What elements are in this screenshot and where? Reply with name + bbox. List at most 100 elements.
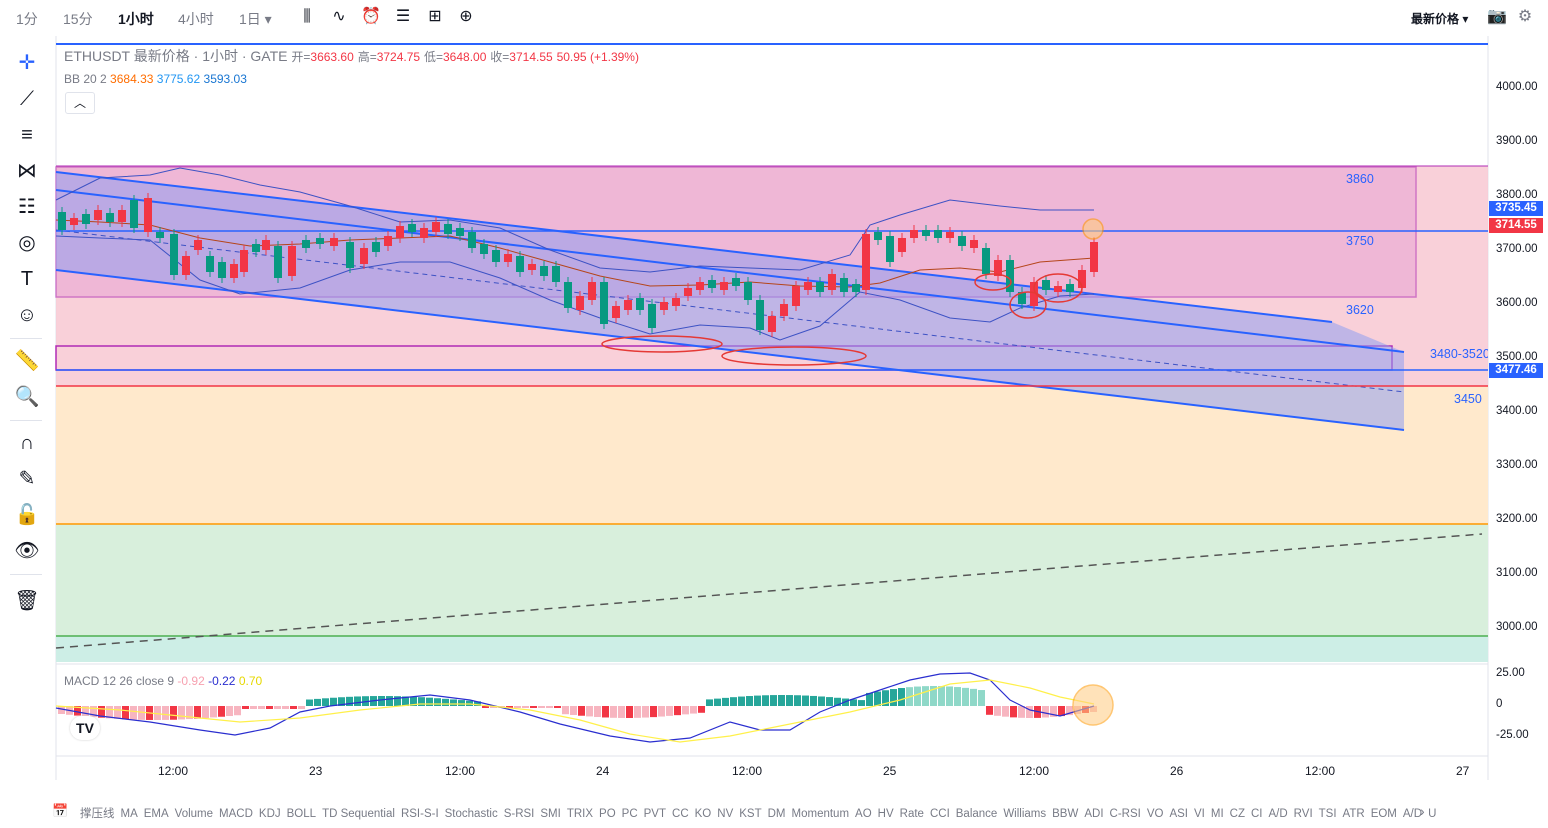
indicator-item[interactable]: MACD	[219, 808, 253, 820]
candle-type-icon[interactable]: ⫼	[303, 8, 311, 25]
annotation-ellipse[interactable]	[974, 273, 1012, 291]
indicator-item[interactable]: TD Sequential	[322, 808, 395, 820]
indicator-item[interactable]: Momentum	[791, 808, 850, 820]
channel-mid-line[interactable]	[55, 189, 1405, 353]
indicator-item[interactable]: RVI	[1293, 808, 1313, 820]
parallel-lines-icon[interactable]: ≡	[21, 124, 33, 146]
macd-highlight-circle[interactable]	[1072, 684, 1114, 726]
indicator-item[interactable]: EMA	[143, 808, 169, 820]
indicator-item[interactable]: DM	[767, 808, 786, 820]
magnet-icon[interactable]: ∩	[19, 432, 35, 454]
timeframe-1h[interactable]: 1小时	[118, 11, 154, 27]
indicator-item[interactable]: BBW	[1052, 808, 1079, 820]
indicator-item[interactable]: ATR	[1342, 808, 1365, 820]
macd-hist-bar	[754, 695, 761, 706]
indicator-item[interactable]: A/D	[1402, 808, 1423, 820]
trendline-icon[interactable]: ⟋	[20, 88, 34, 110]
indicator-item[interactable]: U	[1428, 808, 1437, 820]
candle-body	[922, 230, 930, 236]
tradingview-logo[interactable]: TV	[70, 716, 100, 740]
indicator-item[interactable]: PC	[621, 808, 638, 820]
indicator-item[interactable]: MA	[120, 808, 138, 820]
indicator-item[interactable]: BOLL	[286, 808, 317, 820]
indicator-item[interactable]: NV	[717, 808, 734, 820]
indicator-item[interactable]: HV	[877, 808, 894, 820]
legend-collapse-button[interactable]: ︿	[65, 92, 95, 114]
indicator-item[interactable]: A/D	[1268, 808, 1288, 820]
indicator-item[interactable]: ASI	[1169, 808, 1188, 820]
indicator-item[interactable]: VO	[1146, 808, 1164, 820]
pattern-icon[interactable]: ⋈	[17, 160, 37, 182]
indicator-item[interactable]: SMI	[540, 808, 561, 820]
settings-icon[interactable]: ⚙	[1517, 8, 1533, 25]
channel-upper-line[interactable]	[55, 171, 1333, 323]
symbol-title[interactable]: ETHUSDT 最新价格 · 1小时 · GATE	[64, 48, 288, 64]
zoom-in-icon[interactable]: 🔍	[14, 386, 40, 408]
indicator-item[interactable]: Balance	[955, 808, 998, 820]
candle-body	[612, 306, 620, 318]
indicator-item[interactable]: KO	[694, 808, 712, 820]
calendar-icon[interactable]: 📅	[52, 803, 69, 818]
candle-body	[804, 282, 812, 290]
macd-label[interactable]: MACD 12 26 close 9	[64, 674, 175, 688]
lock-icon[interactable]: 🔓	[14, 504, 40, 526]
indicator-item[interactable]: Stochastic	[444, 808, 498, 820]
indicator-item[interactable]: KST	[739, 808, 762, 820]
channel-lower-line[interactable]	[55, 269, 1405, 431]
timeframe-4h[interactable]: 4小时	[178, 11, 214, 27]
indicator-item[interactable]: MI	[1210, 808, 1224, 820]
indicator-icon[interactable]: ∿	[332, 8, 346, 25]
alert-icon[interactable]: ⏰	[361, 8, 381, 25]
lock-draw-icon[interactable]: ✎	[18, 468, 36, 490]
timeframe-1d-dropdown[interactable]: 1日 ▾	[239, 11, 272, 27]
indicator-item[interactable]: 撑压线	[80, 808, 115, 820]
indicator-item[interactable]: RSI-S-I	[400, 808, 439, 820]
indicator-item[interactable]: ADI	[1084, 808, 1104, 820]
crosshair-icon[interactable]: ✛	[18, 52, 36, 74]
timeframe-1m[interactable]: 1分	[16, 11, 38, 27]
chevron-right-icon[interactable]: ›	[1420, 803, 1425, 819]
indicator-item[interactable]: PVT	[643, 808, 667, 820]
emoji-icon[interactable]: ☺	[16, 304, 38, 326]
layout-icon[interactable]: ⊞	[428, 8, 442, 25]
eye-icon[interactable]: 👁	[14, 540, 40, 562]
indicator-item[interactable]: AO	[855, 808, 872, 820]
long-term-trendline[interactable]	[55, 533, 1483, 649]
annotation-ellipse[interactable]	[1009, 291, 1047, 319]
price-mode-dropdown[interactable]: 最新价格 ▾	[1411, 12, 1469, 26]
indicator-item[interactable]: EOM	[1370, 808, 1397, 820]
indicator-item[interactable]: CCI	[929, 808, 950, 820]
candle-body	[828, 274, 836, 290]
list-icon[interactable]: ☰	[395, 8, 411, 25]
indicator-item[interactable]: S-RSI	[503, 808, 535, 820]
text-icon[interactable]: T	[20, 268, 34, 290]
plus-circle-icon[interactable]: ⊕	[459, 8, 473, 25]
indicator-item[interactable]: CI	[1251, 808, 1263, 820]
indicator-item[interactable]: CC	[672, 808, 689, 820]
descending-channel[interactable]	[56, 172, 1404, 430]
candle-body	[648, 304, 656, 328]
annotation-ellipse[interactable]	[721, 346, 867, 366]
indicator-item[interactable]: CZ	[1229, 808, 1245, 820]
bb-label[interactable]: BB 20 2	[64, 72, 107, 86]
macd-hist-bar	[666, 706, 673, 716]
camera-icon[interactable]: 📷	[1487, 8, 1507, 25]
indicator-item[interactable]: Williams	[1003, 808, 1047, 820]
highlight-circle[interactable]	[1082, 218, 1104, 240]
indicator-item[interactable]: VI	[1194, 808, 1205, 820]
annotation-ellipse[interactable]	[601, 335, 723, 353]
indicator-item[interactable]: PO	[599, 808, 616, 820]
indicator-item[interactable]: C-RSI	[1109, 808, 1141, 820]
timeframe-15m[interactable]: 15分	[63, 11, 93, 27]
indicator-item[interactable]: TSI	[1318, 808, 1337, 820]
ruler-icon[interactable]: 📏	[14, 350, 40, 372]
fib-icon[interactable]: ☷	[18, 196, 36, 218]
shape-icon[interactable]: ◎	[18, 232, 36, 254]
annotation-ellipse[interactable]	[1033, 273, 1083, 303]
trash-icon[interactable]: 🗑	[14, 590, 40, 612]
indicator-item[interactable]: KDJ	[258, 808, 281, 820]
indicator-item[interactable]: Rate	[899, 808, 924, 820]
indicator-item[interactable]: Volume	[174, 808, 214, 820]
indicator-item[interactable]: TRIX	[566, 808, 594, 820]
